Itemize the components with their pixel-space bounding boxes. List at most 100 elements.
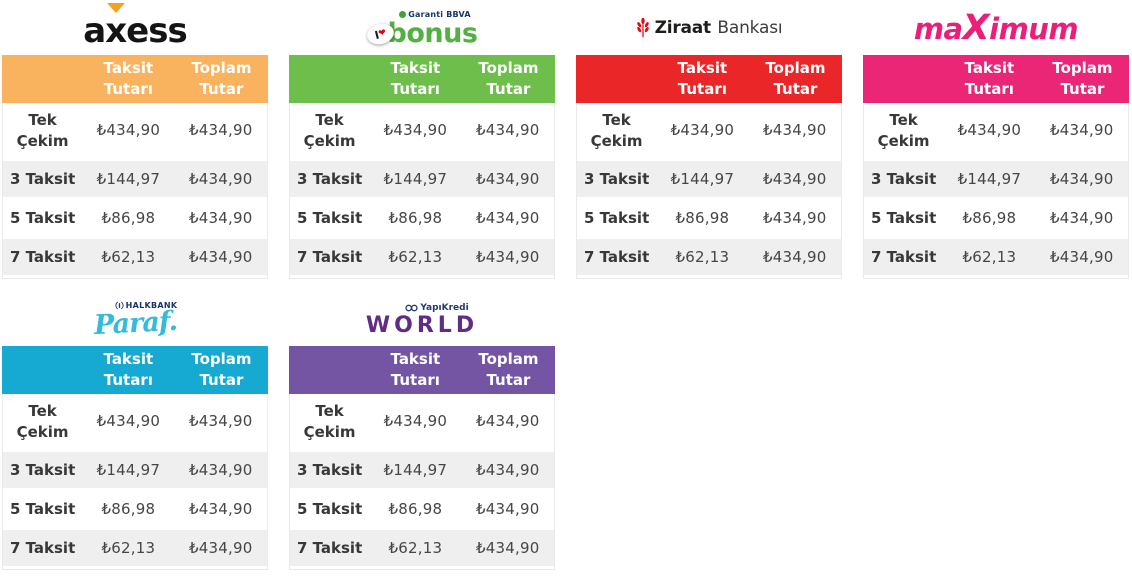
table-row: 3 Taksit ₺144,97 ₺434,90 [3, 158, 267, 200]
ziraat-installment-table: Taksit Tutarı Toplam Tutar Tek Çekim ₺43… [576, 55, 842, 279]
bonus-text: bonus [387, 18, 478, 49]
bank-card-bonus: Garanti BBVA I ❤ bonus Taksit Tutarı T [289, 0, 555, 279]
row-label: Tek Çekim [303, 402, 356, 441]
toplam-tutar-value: ₺434,90 [189, 247, 253, 266]
toplam-tutar-value: ₺434,90 [1050, 208, 1114, 227]
ziraat-wheat-icon [636, 17, 649, 38]
toplam-tutar-value: ₺434,90 [1050, 121, 1114, 140]
table-row: Tek Çekim ₺434,90 ₺434,90 [290, 394, 554, 449]
table-row: Tek Çekim ₺434,90 ₺434,90 [864, 103, 1128, 158]
paraf-installment-table: Taksit Tutarı Toplam Tutar Tek Çekim ₺43… [2, 346, 268, 570]
row-label: Tek Çekim [16, 111, 69, 150]
table-row: 7 Taksit ₺62,13 ₺434,90 [3, 527, 267, 569]
taksit-tutari-value: ₺144,97 [383, 169, 448, 188]
row-label: 5 Taksit [9, 499, 76, 518]
table-row: 3 Taksit ₺144,97 ₺434,90 [3, 449, 267, 491]
garanti-bbva-brand: Garanti BBVA [399, 10, 471, 19]
taksit-tutari-value: ₺86,98 [388, 499, 443, 518]
toplam-tutar-value: ₺434,90 [189, 208, 253, 227]
toplam-tutar-value: ₺434,90 [1050, 169, 1114, 188]
row-label: Tek Çekim [590, 111, 643, 150]
garanti-icon [399, 11, 407, 18]
row-label: 5 Taksit [296, 208, 363, 227]
axess-logo-text: a x ess [83, 2, 188, 51]
header-taksit-tutari: Taksit Tutarı [103, 59, 154, 98]
axess-logo-x: x [105, 2, 127, 51]
table-header: Taksit Tutarı Toplam Tutar [289, 346, 555, 394]
table-body: Tek Çekim ₺434,90 ₺434,90 3 Taksit ₺144,… [863, 103, 1129, 279]
taksit-tutari-value: ₺144,97 [96, 460, 161, 479]
header-empty-cell [289, 55, 369, 103]
axess-triangle-icon [106, 2, 125, 13]
table-body: Tek Çekim ₺434,90 ₺434,90 3 Taksit ₺144,… [576, 103, 842, 279]
row-label: 5 Taksit [583, 208, 650, 227]
bonus-wordmark: I ❤ bonus [364, 18, 478, 49]
toplam-tutar-value: ₺434,90 [476, 538, 540, 557]
maximum-installment-table: Taksit Tutarı Toplam Tutar Tek Çekim ₺43… [863, 55, 1129, 279]
table-row: Tek Çekim ₺434,90 ₺434,90 [3, 394, 267, 449]
paraf-logo: HALKBANK Paraf. [2, 291, 268, 346]
taksit-tutari-value: ₺62,13 [101, 538, 156, 557]
taksit-tutari-value: ₺62,13 [962, 247, 1017, 266]
header-empty-cell [863, 55, 943, 103]
row-label: Tek Çekim [16, 402, 69, 441]
table-body: Tek Çekim ₺434,90 ₺434,90 3 Taksit ₺144,… [2, 394, 268, 570]
toplam-tutar-value: ₺434,90 [189, 121, 253, 140]
row-label: Tek Çekim [303, 111, 356, 150]
taksit-tutari-value: ₺434,90 [670, 121, 735, 140]
table-header: Taksit Tutarı Toplam Tutar [2, 55, 268, 103]
maximum-logo-part: ma [913, 11, 963, 46]
row-label: 7 Taksit [296, 538, 363, 557]
table-row: Tek Çekim ₺434,90 ₺434,90 [290, 103, 554, 158]
toplam-tutar-value: ₺434,90 [476, 412, 540, 431]
header-toplam-tutar: Toplam Tutar [1052, 59, 1113, 98]
taksit-tutari-value: ₺434,90 [957, 121, 1022, 140]
bank-card-axess: a x ess Taksit Tutarı Toplam Tutar Tek Çek… [2, 0, 268, 279]
taksit-tutari-value: ₺86,98 [962, 208, 1017, 227]
table-row: 7 Taksit ₺62,13 ₺434,90 [3, 236, 267, 278]
header-taksit-tutari: Taksit Tutarı [390, 59, 441, 98]
table-header: Taksit Tutarı Toplam Tutar [576, 55, 842, 103]
bank-card-world: YapıKredi WORLD Taksit Tutarı Toplam Tut… [289, 291, 555, 570]
toplam-tutar-value: ₺434,90 [476, 169, 540, 188]
table-header: Taksit Tutarı Toplam Tutar [2, 346, 268, 394]
paraf-logo-inner: HALKBANK Paraf. [92, 300, 178, 341]
header-empty-cell [2, 346, 82, 394]
bonus-logo: Garanti BBVA I ❤ bonus [289, 0, 555, 55]
table-row: Tek Çekim ₺434,90 ₺434,90 [577, 103, 841, 158]
taksit-tutari-value: ₺62,13 [388, 538, 443, 557]
world-logo-inner: YapıKredi WORLD [366, 303, 478, 338]
taksit-tutari-value: ₺144,97 [957, 169, 1022, 188]
yapikredi-icon [405, 304, 418, 312]
toplam-tutar-value: ₺434,90 [1050, 247, 1114, 266]
toplam-tutar-value: ₺434,90 [189, 169, 253, 188]
halkbank-icon [115, 301, 124, 309]
bank-card-paraf: HALKBANK Paraf. Taksit Tutarı Toplam Tut… [2, 291, 268, 570]
halkbank-brand-text: HALKBANK [125, 300, 178, 310]
row-label: 7 Taksit [583, 247, 650, 266]
row-label: 3 Taksit [583, 169, 650, 188]
table-row: 5 Taksit ₺86,98 ₺434,90 [290, 491, 554, 527]
header-toplam-tutar: Toplam Tutar [191, 350, 252, 389]
row-label: 7 Taksit [9, 538, 76, 557]
taksit-tutari-value: ₺86,98 [101, 208, 156, 227]
row-label: 7 Taksit [870, 247, 937, 266]
header-taksit-tutari: Taksit Tutarı [677, 59, 728, 98]
row-label: 7 Taksit [296, 247, 363, 266]
header-empty-cell [2, 55, 82, 103]
toplam-tutar-value: ₺434,90 [189, 460, 253, 479]
table-row: Tek Çekim ₺434,90 ₺434,90 [3, 103, 267, 158]
maximum-logo-part: imum [989, 11, 1079, 46]
taksit-tutari-value: ₺434,90 [383, 412, 448, 431]
header-taksit-tutari: Taksit Tutarı [103, 350, 154, 389]
toplam-tutar-value: ₺434,90 [189, 538, 253, 557]
yapikredi-brand-text: YapıKredi [420, 303, 469, 313]
table-header: Taksit Tutarı Toplam Tutar [863, 55, 1129, 103]
taksit-tutari-value: ₺86,98 [388, 208, 443, 227]
table-row: 3 Taksit ₺144,97 ₺434,90 [290, 158, 554, 200]
taksit-tutari-value: ₺86,98 [101, 499, 156, 518]
paraf-script-text: Paraf. [92, 305, 178, 341]
header-toplam-tutar: Toplam Tutar [478, 350, 539, 389]
toplam-tutar-value: ₺434,90 [763, 208, 827, 227]
